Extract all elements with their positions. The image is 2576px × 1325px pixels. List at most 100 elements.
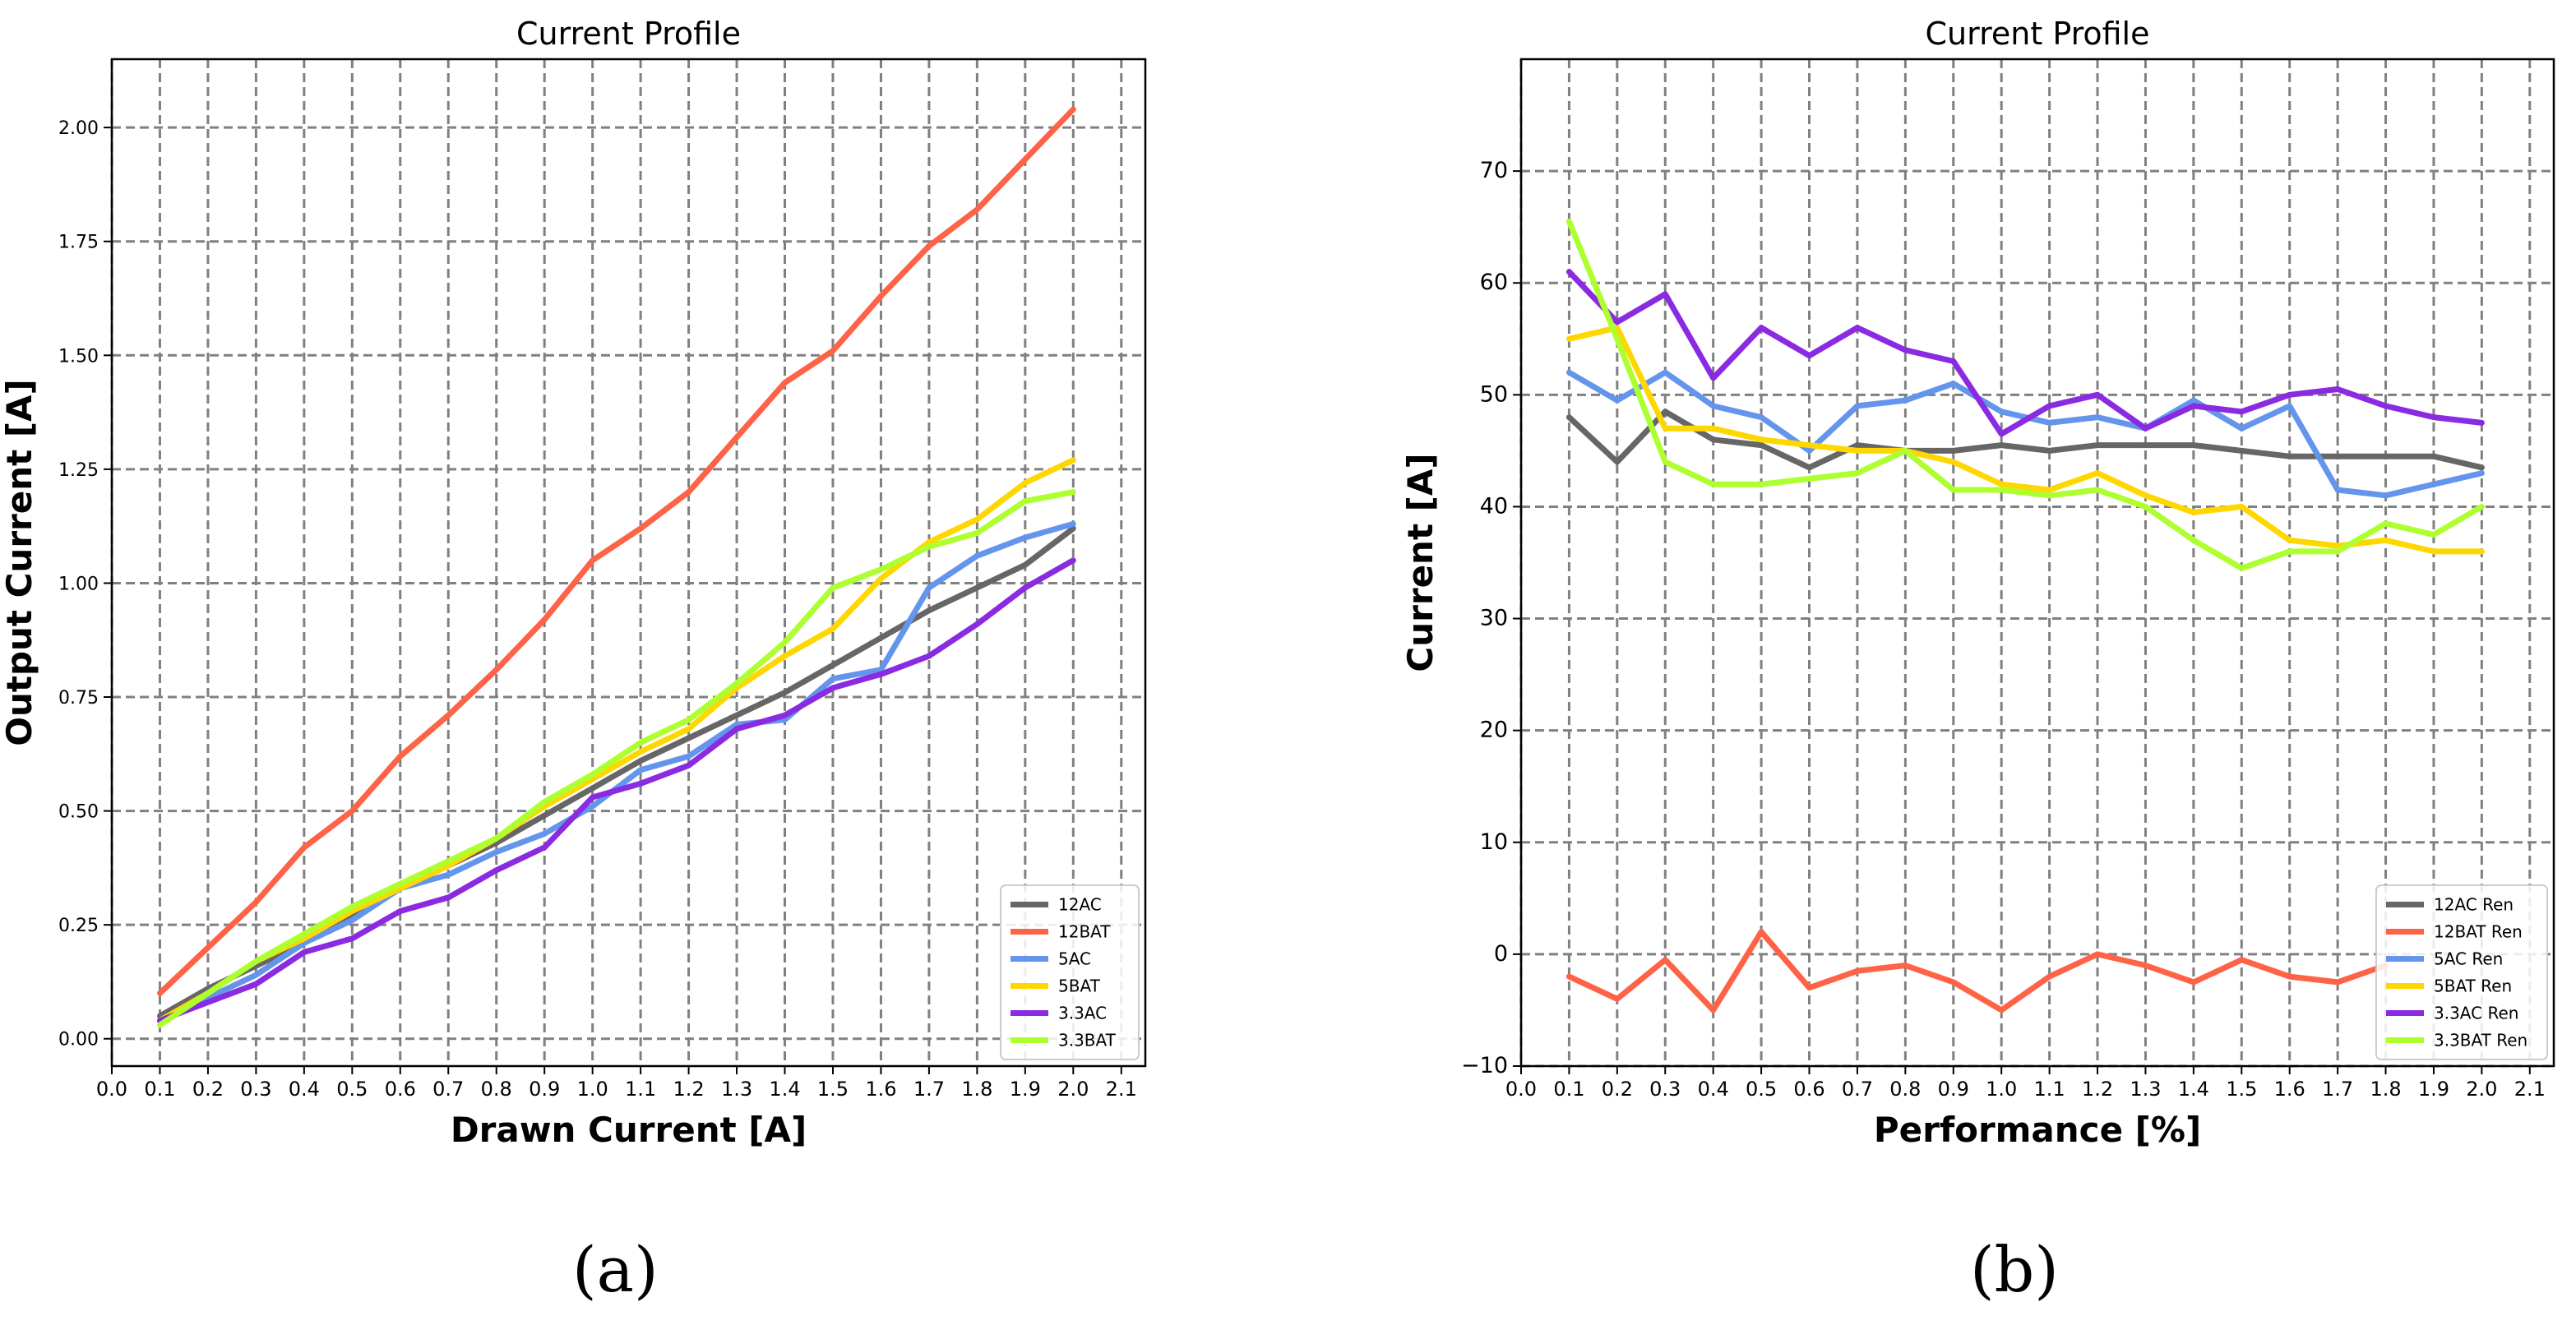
y-axis-label: Output Current [A] <box>0 379 39 746</box>
x-tick-label: 2.0 <box>2466 1078 2497 1101</box>
x-tick-label: 0.9 <box>1938 1078 1969 1101</box>
legend: 12AC 12BAT 5AC 5BAT 3.3AC 3.3BAT <box>1000 884 1140 1060</box>
series-line-12ac-ren <box>1565 409 2485 471</box>
y-tick-label: 0 <box>1494 941 1508 967</box>
x-tick-label: 1.8 <box>961 1078 992 1101</box>
x-tick-label: 1.7 <box>913 1078 945 1101</box>
x-tick-label: 1.4 <box>769 1078 800 1101</box>
x-tick-label: 1.0 <box>1986 1078 2017 1101</box>
y-tick-label: 0.50 <box>58 802 99 823</box>
y-tick-label: −10 <box>1461 1053 1508 1078</box>
x-tick-label: 1.3 <box>721 1078 752 1101</box>
y-tick-label: 30 <box>1480 606 1508 631</box>
x-tick-label: 0.5 <box>1746 1078 1777 1101</box>
x-ticks: 0.0 0.1 0.2 0.3 0.4 0.5 0.6 0.7 0.8 0.9 1.0 1.1 1.2 1… <box>1505 1066 2546 1101</box>
chart-title: Current Profile <box>1926 16 2150 52</box>
x-tick-label: 1.6 <box>865 1078 896 1101</box>
x-tick-label: 0.7 <box>1842 1078 1873 1101</box>
y-tick-label: 70 <box>1480 158 1508 183</box>
y-tick-label: 10 <box>1480 829 1508 855</box>
y-tick-label: 2.00 <box>58 118 99 139</box>
series-line-3-3bat <box>157 489 1076 1028</box>
x-tick-label: 0.0 <box>96 1078 127 1101</box>
y-tick-label: 50 <box>1480 381 1508 407</box>
x-tick-label: 0.4 <box>1698 1078 1729 1101</box>
x-tick-label: 1.5 <box>817 1078 849 1101</box>
axes-frame <box>1519 58 2555 1068</box>
legend-label: 3.3AC <box>1058 1004 1107 1023</box>
legend-label: 3.3AC Ren <box>2434 1004 2518 1023</box>
x-tick-label: 1.0 <box>577 1078 608 1101</box>
legend-label: 5BAT <box>1058 976 1101 996</box>
y-tick-label: 0.00 <box>58 1030 99 1050</box>
series-line-3-3bat-ren <box>1565 218 2485 571</box>
series-line-12bat <box>157 106 1076 996</box>
x-tick-label: 0.2 <box>1602 1078 1633 1101</box>
axes-frame <box>110 58 1147 1068</box>
x-tick-label: 0.2 <box>192 1078 224 1101</box>
y-tick-label: 20 <box>1480 718 1508 743</box>
panel-label-b: (b) <box>1970 1233 2059 1306</box>
y-tick-label: 1.25 <box>58 460 99 481</box>
legend-label: 12BAT <box>1058 922 1111 942</box>
legend-label: 12AC <box>1058 895 1102 915</box>
legend-label: 12AC Ren <box>2434 895 2514 915</box>
series-line-5bat-ren <box>1565 325 2485 555</box>
x-tick-label: 1.8 <box>2370 1078 2401 1101</box>
y-tick-label: 1.50 <box>58 346 99 367</box>
legend-label: 3.3BAT Ren <box>2434 1031 2527 1050</box>
y-tick-label: 0.75 <box>58 688 99 709</box>
x-tick-label: 1.1 <box>2034 1078 2065 1101</box>
series-line-12bat-ren <box>1565 929 2389 1013</box>
x-tick-label: 0.3 <box>240 1078 271 1101</box>
series-line-3-3ac-ren <box>1565 269 2485 437</box>
x-tick-label: 0.5 <box>336 1078 368 1101</box>
x-tick-label: 0.8 <box>1889 1078 1921 1101</box>
y-tick-label: 0.25 <box>58 916 99 936</box>
x-axis-label: Drawn Current [A] <box>451 1110 807 1150</box>
x-tick-label: 0.9 <box>529 1078 560 1101</box>
series-group <box>157 106 1076 1028</box>
y-tick-label: 60 <box>1480 270 1508 295</box>
x-tick-label: 0.4 <box>289 1078 320 1101</box>
y-axis-label: Current [A] <box>1400 453 1441 672</box>
x-tick-label: 1.1 <box>625 1078 656 1101</box>
chart-title: Current Profile <box>516 16 741 52</box>
x-tick-label: 1.4 <box>2178 1078 2209 1101</box>
x-tick-label: 2.1 <box>1106 1078 1137 1101</box>
legend-label: 5BAT Ren <box>2434 976 2512 996</box>
x-axis-label: Performance [%] <box>1874 1110 2201 1150</box>
legend: 12AC Ren 12BAT Ren 5AC Ren 5BAT Ren 3.3AC Re… <box>2375 884 2548 1060</box>
y-ticks: −10 0 10 20 30 40 50 60 70 <box>1461 158 1521 1078</box>
x-tick-label: 0.6 <box>1793 1078 1824 1101</box>
series-group <box>1565 218 2485 1013</box>
y-ticks: 0.00 0.25 0.50 0.75 1.00 1.25 1.50 1.75 2.00 <box>58 118 112 1050</box>
x-tick-label: 1.5 <box>2226 1078 2257 1101</box>
x-tick-label: 0.0 <box>1505 1078 1537 1101</box>
legend-label: 12BAT Ren <box>2434 922 2523 942</box>
y-tick-label: 1.75 <box>58 233 99 253</box>
y-tick-label: 1.00 <box>58 574 99 594</box>
x-ticks: 0.0 0.1 0.2 0.3 0.4 0.5 0.6 0.7 0.8 0.9 1.0 1.1 1.2 1… <box>96 1066 1137 1101</box>
x-tick-label: 2.1 <box>2514 1078 2546 1101</box>
x-tick-label: 2.0 <box>1057 1078 1089 1101</box>
x-tick-label: 1.9 <box>2418 1078 2449 1101</box>
x-tick-label: 0.3 <box>1649 1078 1681 1101</box>
legend-label: 5AC <box>1058 949 1091 969</box>
grid <box>110 59 1145 1066</box>
legend-label: 3.3BAT <box>1058 1031 1117 1050</box>
x-tick-label: 1.3 <box>2130 1078 2161 1101</box>
x-tick-label: 0.6 <box>385 1078 416 1101</box>
chart-b: 0.0 0.1 0.2 0.3 0.4 0.5 0.6 0.7 0.8 0.9 1.0 1.1 1.2 1… <box>1400 16 2555 1150</box>
x-tick-label: 1.2 <box>2082 1078 2113 1101</box>
x-tick-label: 0.1 <box>144 1078 175 1101</box>
legend-label: 5AC Ren <box>2434 949 2503 969</box>
x-tick-label: 0.7 <box>432 1078 464 1101</box>
series-line-3-3ac <box>157 557 1076 1024</box>
chart-a: 0.0 0.1 0.2 0.3 0.4 0.5 0.6 0.7 0.8 0.9 1.0 1.1 1.2 1… <box>0 16 1147 1150</box>
x-tick-label: 1.7 <box>2322 1078 2353 1101</box>
x-tick-label: 0.8 <box>481 1078 512 1101</box>
x-tick-label: 1.2 <box>673 1078 704 1101</box>
x-tick-label: 1.6 <box>2274 1078 2305 1101</box>
